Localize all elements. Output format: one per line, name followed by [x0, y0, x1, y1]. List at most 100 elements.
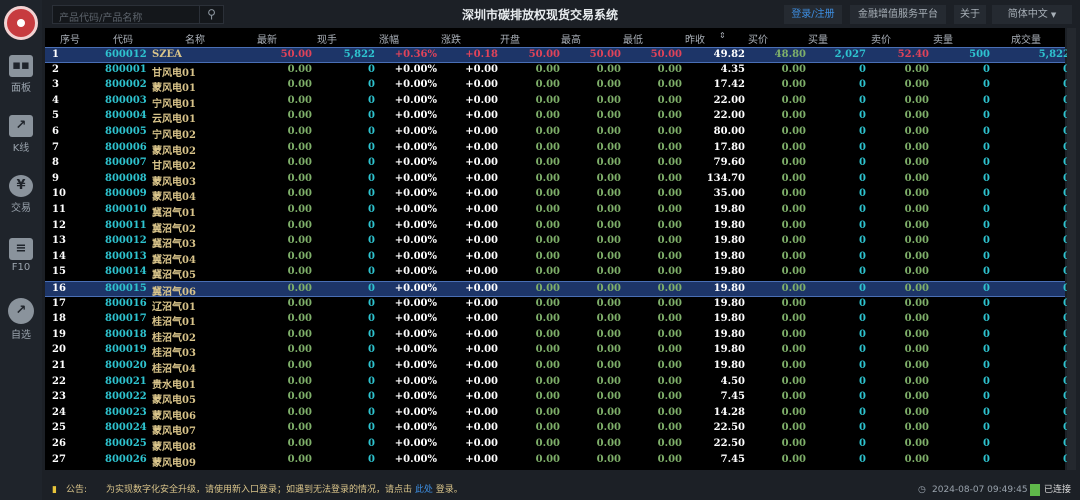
cell-index: 11 — [52, 204, 66, 215]
table-row[interactable]: 6 800005 宁风电02 0.00 0 +0.00% +0.00 0.00 0.00 0.00… — [45, 125, 1070, 141]
table-row[interactable]: 25 800024 蒙风电07 0.00 0 +0.00% +0.00 0.00 0.00 0.0… — [45, 421, 1070, 437]
column-header-low[interactable]: 最低 — [623, 35, 643, 46]
cell-index: 5 — [52, 110, 59, 122]
table-row[interactable]: 12 800011 冀沼气02 0.00 0 +0.00% +0.00 0.00 0.00 0.0… — [45, 219, 1070, 235]
about-button[interactable]: 关于 — [954, 5, 986, 24]
table-row[interactable]: 10 800009 蒙风电04 0.00 0 +0.00% +0.00 0.00 0.00 0.0… — [45, 187, 1070, 203]
cell-bid-volume: 0 — [859, 391, 866, 403]
cell-code: 800018 — [105, 328, 147, 340]
cell-change: +0.00 — [465, 297, 498, 309]
cell-last: 0.00 — [287, 297, 312, 309]
table-row[interactable]: 24 800023 蒙风电06 0.00 0 +0.00% +0.00 0.00 0.00 0.0… — [45, 406, 1070, 422]
column-header-ask-volume[interactable]: 卖量 — [933, 35, 953, 46]
table-row[interactable]: 23 800022 蒙风电05 0.00 0 +0.00% +0.00 0.00 0.00 0.0… — [45, 390, 1070, 406]
cell-index: 24 — [52, 406, 66, 418]
sidebar-item-label: F10 — [11, 262, 31, 273]
platform-button[interactable]: 金融增值服务平台 — [850, 5, 946, 24]
quote-table: 序号 代码 名称 最新 现手 涨幅 涨跌 开盘 最高 最低 昨收 ⇕ 买价 买量 卖价 卖量 成交量 1 6000… — [45, 28, 1070, 470]
cell-name: 宁风电01 — [152, 98, 196, 110]
cell-index: 17 — [52, 297, 66, 309]
column-header-bid-volume[interactable]: 买量 — [808, 35, 828, 46]
column-header-change-pct[interactable]: 涨幅 — [379, 35, 399, 46]
cell-name: 桂沼气03 — [152, 348, 196, 360]
table-row[interactable]: 13 800012 冀沼气03 0.00 0 +0.00% +0.00 0.00 0.00 0.0… — [45, 234, 1070, 250]
table-row[interactable]: 21 800020 桂沼气04 0.00 0 +0.00% +0.00 0.00 0.00 0.0… — [45, 359, 1070, 375]
column-header-volume[interactable]: 成交量 — [1011, 35, 1041, 46]
cell-volume: 0 — [1063, 173, 1070, 184]
notice-link[interactable]: 此处 — [414, 485, 433, 495]
cell-volume: 0 — [1063, 313, 1070, 324]
cell-high: 0.00 — [596, 313, 621, 325]
cell-volume: 0 — [1063, 235, 1070, 246]
column-header-high[interactable]: 最高 — [561, 35, 581, 46]
table-row[interactable]: 4 800003 宁风电01 0.00 0 +0.00% +0.00 0.00 0.00 0.00… — [45, 94, 1070, 110]
cell-prev-close: 19.80 — [713, 344, 745, 356]
cell-index: 25 — [52, 422, 66, 434]
column-header-index[interactable]: 序号 — [60, 35, 80, 46]
table-row[interactable]: 1 600012 SZEA 50.00 5,822 +0.36% +0.18 50.00 50.… — [45, 47, 1070, 63]
topbar: 产品代码/产品名称 ⚲ 深圳市碳排放权现货交易系统 登录/注册 金融增值服务平台 … — [42, 0, 1080, 28]
language-select[interactable]: 简体中文 ▼ — [992, 5, 1072, 24]
table-row[interactable]: 26 800025 蒙风电08 0.00 0 +0.00% +0.00 0.00 0.00 0.0… — [45, 437, 1070, 453]
column-header-change[interactable]: 涨跌 — [441, 35, 461, 46]
column-header-open[interactable]: 开盘 — [500, 35, 520, 46]
cell-ask-volume: 0 — [983, 266, 990, 278]
table-row[interactable]: 27 800026 蒙风电09 0.00 0 +0.00% +0.00 0.00 0.00 0.0… — [45, 453, 1070, 469]
column-header-ask[interactable]: 卖价 — [871, 35, 891, 46]
sidebar-item-kline[interactable]: ↗ K线 — [0, 115, 42, 154]
table-row[interactable]: 3 800002 蒙风电01 0.00 0 +0.00% +0.00 0.00 0.00 0.00… — [45, 78, 1070, 94]
sidebar-item-trade[interactable]: ¥ 交易 — [0, 175, 42, 214]
table-row[interactable]: 18 800017 桂沼气01 0.00 0 +0.00% +0.00 0.00 0.00 0.0… — [45, 312, 1070, 328]
clock-icon: ◷ — [918, 485, 926, 495]
cell-change-pct: +0.00% — [394, 453, 437, 465]
cell-last: 0.00 — [287, 94, 312, 106]
cell-high: 0.00 — [596, 172, 621, 184]
table-row[interactable]: 22 800021 贵水电01 0.00 0 +0.00% +0.00 0.00 0.00 0.0… — [45, 375, 1070, 391]
column-header-name[interactable]: 名称 — [185, 35, 205, 46]
cell-bid-volume: 0 — [859, 79, 866, 91]
app-title: 深圳市碳排放权现货交易系统 — [462, 8, 619, 22]
cell-last: 0.00 — [287, 188, 312, 200]
search-input[interactable]: 产品代码/产品名称 ⚲ — [52, 5, 224, 24]
cell-index: 14 — [52, 250, 66, 262]
cell-volume: 0 — [1063, 391, 1070, 402]
table-row[interactable]: 2 800001 甘风电01 0.00 0 +0.00% +0.00 0.00 0.00 0.00… — [45, 63, 1070, 79]
cell-last: 0.00 — [287, 141, 312, 153]
cell-prev-close: 22.00 — [713, 110, 745, 122]
table-row[interactable]: 14 800013 冀沼气04 0.00 0 +0.00% +0.00 0.00 0.00 0.0… — [45, 250, 1070, 266]
column-header-current-volume[interactable]: 现手 — [317, 35, 337, 46]
table-row[interactable]: 7 800006 蒙风电02 0.00 0 +0.00% +0.00 0.00 0.00 0.00… — [45, 141, 1070, 157]
cell-name: 冀沼气04 — [152, 254, 196, 266]
table-row[interactable]: 5 800004 云风电01 0.00 0 +0.00% +0.00 0.00 0.00 0.00… — [45, 109, 1070, 125]
table-row[interactable]: 9 800008 蒙风电03 0.00 0 +0.00% +0.00 0.00 0.00 0.00… — [45, 172, 1070, 188]
cell-change-pct: +0.00% — [394, 328, 437, 340]
cell-last: 0.00 — [287, 172, 312, 184]
table-row[interactable]: 16 800015 冀沼气06 0.00 0 +0.00% +0.00 0.00 0.00 0.0… — [45, 281, 1070, 298]
cell-ask-volume: 0 — [983, 157, 990, 169]
table-row[interactable]: 8 800007 甘风电02 0.00 0 +0.00% +0.00 0.00 0.00 0.00… — [45, 156, 1070, 172]
cell-bid-volume: 0 — [859, 235, 866, 247]
column-header-bid[interactable]: 买价 — [748, 35, 768, 46]
search-icon[interactable]: ⚲ — [199, 6, 223, 23]
cell-bid: 0.00 — [781, 313, 806, 325]
table-row[interactable]: 19 800018 桂沼气02 0.00 0 +0.00% +0.00 0.00 0.00 0.0… — [45, 328, 1070, 344]
cell-code: 800011 — [105, 219, 147, 231]
cell-index: 18 — [52, 313, 66, 325]
column-header-prev-close[interactable]: 昨收 — [685, 35, 705, 46]
column-header-code[interactable]: 代码 — [113, 35, 133, 46]
cell-last: 0.00 — [287, 266, 312, 278]
cell-low: 0.00 — [657, 79, 682, 91]
column-header-last[interactable]: 最新 — [257, 35, 277, 46]
cell-bid: 0.00 — [781, 391, 806, 403]
cell-low: 0.00 — [657, 250, 682, 262]
table-row[interactable]: 11 800010 冀沼气01 0.00 0 +0.00% +0.00 0.00 0.00 0.0… — [45, 203, 1070, 219]
table-row[interactable]: 15 800014 冀沼气05 0.00 0 +0.00% +0.00 0.00 0.00 0.0… — [45, 265, 1070, 281]
sidebar-item-favorites[interactable]: ↗ 自选 — [0, 298, 42, 341]
scrollbar[interactable] — [1067, 28, 1076, 470]
sort-icon[interactable]: ⇕ — [719, 31, 726, 40]
sidebar-item-dashboard[interactable]: ▪▪ 面板 — [0, 55, 42, 94]
table-row[interactable]: 17 800016 辽沼气01 0.00 0 +0.00% +0.00 0.00 0.00 0.0… — [45, 297, 1070, 313]
login-button[interactable]: 登录/注册 — [784, 5, 842, 24]
table-row[interactable]: 20 800019 桂沼气03 0.00 0 +0.00% +0.00 0.00 0.00 0.0… — [45, 343, 1070, 360]
sidebar-item-f10[interactable]: ≡ F10 — [0, 238, 42, 273]
